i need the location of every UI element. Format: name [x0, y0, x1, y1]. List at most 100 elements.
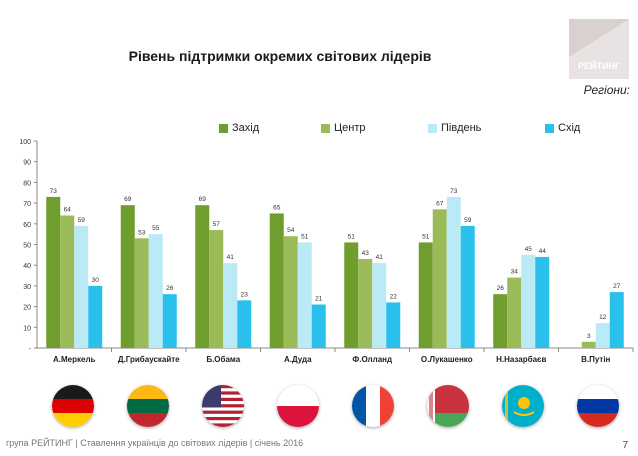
- y-tick-label: 70: [23, 201, 31, 208]
- category-label: А.Меркель: [53, 355, 96, 364]
- legend-item-zahid: Захід: [219, 120, 259, 136]
- bar: [269, 213, 284, 348]
- kazakhstan-flag-icon: [502, 385, 544, 427]
- data-label: 26: [166, 285, 174, 292]
- bar: [609, 292, 624, 348]
- chart-legend: Захід Центр Південь Схід: [0, 120, 638, 136]
- bar: [134, 238, 149, 348]
- data-label: 57: [213, 221, 221, 228]
- category-label: О.Лукашенко: [421, 355, 473, 364]
- data-label: 23: [241, 291, 249, 298]
- y-tick-label: 20: [23, 305, 31, 312]
- bar: [446, 196, 461, 348]
- category-label: Н.Назарбаєв: [496, 355, 546, 364]
- y-tick-label: -: [29, 346, 32, 353]
- data-label: 44: [539, 248, 547, 255]
- data-label: 30: [92, 277, 100, 284]
- data-label: 73: [50, 188, 58, 195]
- france-flag-icon: [352, 385, 394, 427]
- category-label: Д.Грибаускайте: [118, 355, 180, 364]
- data-label: 69: [124, 196, 132, 203]
- bar: [237, 300, 252, 348]
- legend-item-skhid: Схід: [545, 120, 580, 136]
- bar: [386, 302, 401, 348]
- data-label: 65: [273, 204, 281, 211]
- data-label: 45: [525, 246, 533, 253]
- bar: [148, 234, 163, 348]
- data-label: 51: [422, 233, 430, 240]
- y-tick-label: 80: [23, 180, 31, 187]
- data-label: 59: [464, 217, 472, 224]
- data-label: 55: [152, 225, 160, 232]
- data-label: 51: [348, 233, 356, 240]
- bar: [521, 254, 536, 348]
- y-tick-label: 100: [19, 139, 31, 146]
- data-label: 12: [599, 314, 607, 321]
- legend-swatch: [219, 123, 228, 133]
- data-label: 3: [587, 333, 591, 340]
- belarus-flag-icon: [427, 385, 469, 427]
- lithuania-flag-icon: [127, 385, 169, 427]
- legend-label: Центр: [334, 122, 366, 134]
- bar: [46, 196, 61, 348]
- y-tick-label: 10: [23, 325, 31, 332]
- bar: [120, 205, 135, 348]
- germany-flag-icon: [52, 385, 94, 427]
- data-label: 27: [613, 283, 621, 290]
- bar: [493, 294, 508, 348]
- rating-logo: РЕЙТИНГ: [569, 19, 629, 79]
- logo-decoration: [569, 19, 629, 57]
- data-label: 51: [301, 233, 309, 240]
- legend-label: Захід: [232, 122, 260, 134]
- data-label: 59: [78, 217, 86, 224]
- chart-title: Рівень підтримки окремих світових лідері…: [128, 48, 432, 64]
- bar: [344, 242, 359, 348]
- category-label: Б.Обама: [206, 355, 240, 364]
- bar: [432, 209, 447, 348]
- legend-swatch: [321, 123, 330, 133]
- y-tick-label: 30: [23, 284, 31, 291]
- legend-item-tsentr: Центр: [321, 120, 366, 136]
- bar: [535, 256, 550, 348]
- bar: [297, 242, 312, 348]
- bar: [283, 236, 298, 348]
- bar: [358, 258, 373, 348]
- bar: [507, 277, 522, 348]
- category-label: А.Дуда: [284, 355, 312, 364]
- data-label: 34: [511, 269, 519, 276]
- russia-flag-icon: [577, 385, 619, 427]
- data-label: 73: [450, 188, 458, 195]
- bar: [460, 225, 475, 348]
- legend-item-pivden: Південь: [428, 120, 481, 136]
- page-number: 7: [622, 440, 628, 451]
- data-label: 22: [390, 293, 398, 300]
- data-label: 43: [362, 250, 370, 257]
- footer-text: група РЕЙТИНГ | Ставлення українців до с…: [6, 438, 304, 448]
- bar: [195, 205, 210, 348]
- data-label: 64: [64, 207, 72, 214]
- y-tick-label: 40: [23, 263, 31, 270]
- category-label: В.Путін: [581, 355, 610, 364]
- bar: [162, 294, 177, 348]
- bar: [223, 263, 238, 348]
- legend-swatch: [545, 123, 554, 133]
- logo-text: РЕЙТИНГ: [577, 61, 621, 71]
- legend-label: Південь: [441, 122, 482, 134]
- poland-flag-icon: [277, 385, 319, 427]
- y-tick-label: 60: [23, 222, 31, 229]
- bar: [60, 215, 75, 348]
- data-label: 41: [227, 254, 235, 261]
- data-label: 67: [436, 200, 444, 207]
- data-label: 21: [315, 296, 323, 303]
- bar: [581, 341, 596, 348]
- y-tick-label: 90: [23, 160, 31, 167]
- bar-chart: - 10 20 30 40 50 60 70 80 90 100 73 64 59 30 А.Меркель 6…: [19, 139, 634, 364]
- bar: [209, 230, 224, 348]
- bar: [595, 323, 610, 348]
- bar: [311, 304, 326, 348]
- bar: [372, 263, 387, 348]
- legend-swatch: [428, 123, 437, 133]
- data-label: 26: [497, 285, 505, 292]
- bar: [88, 285, 103, 348]
- category-label: Ф.Олланд: [352, 355, 392, 364]
